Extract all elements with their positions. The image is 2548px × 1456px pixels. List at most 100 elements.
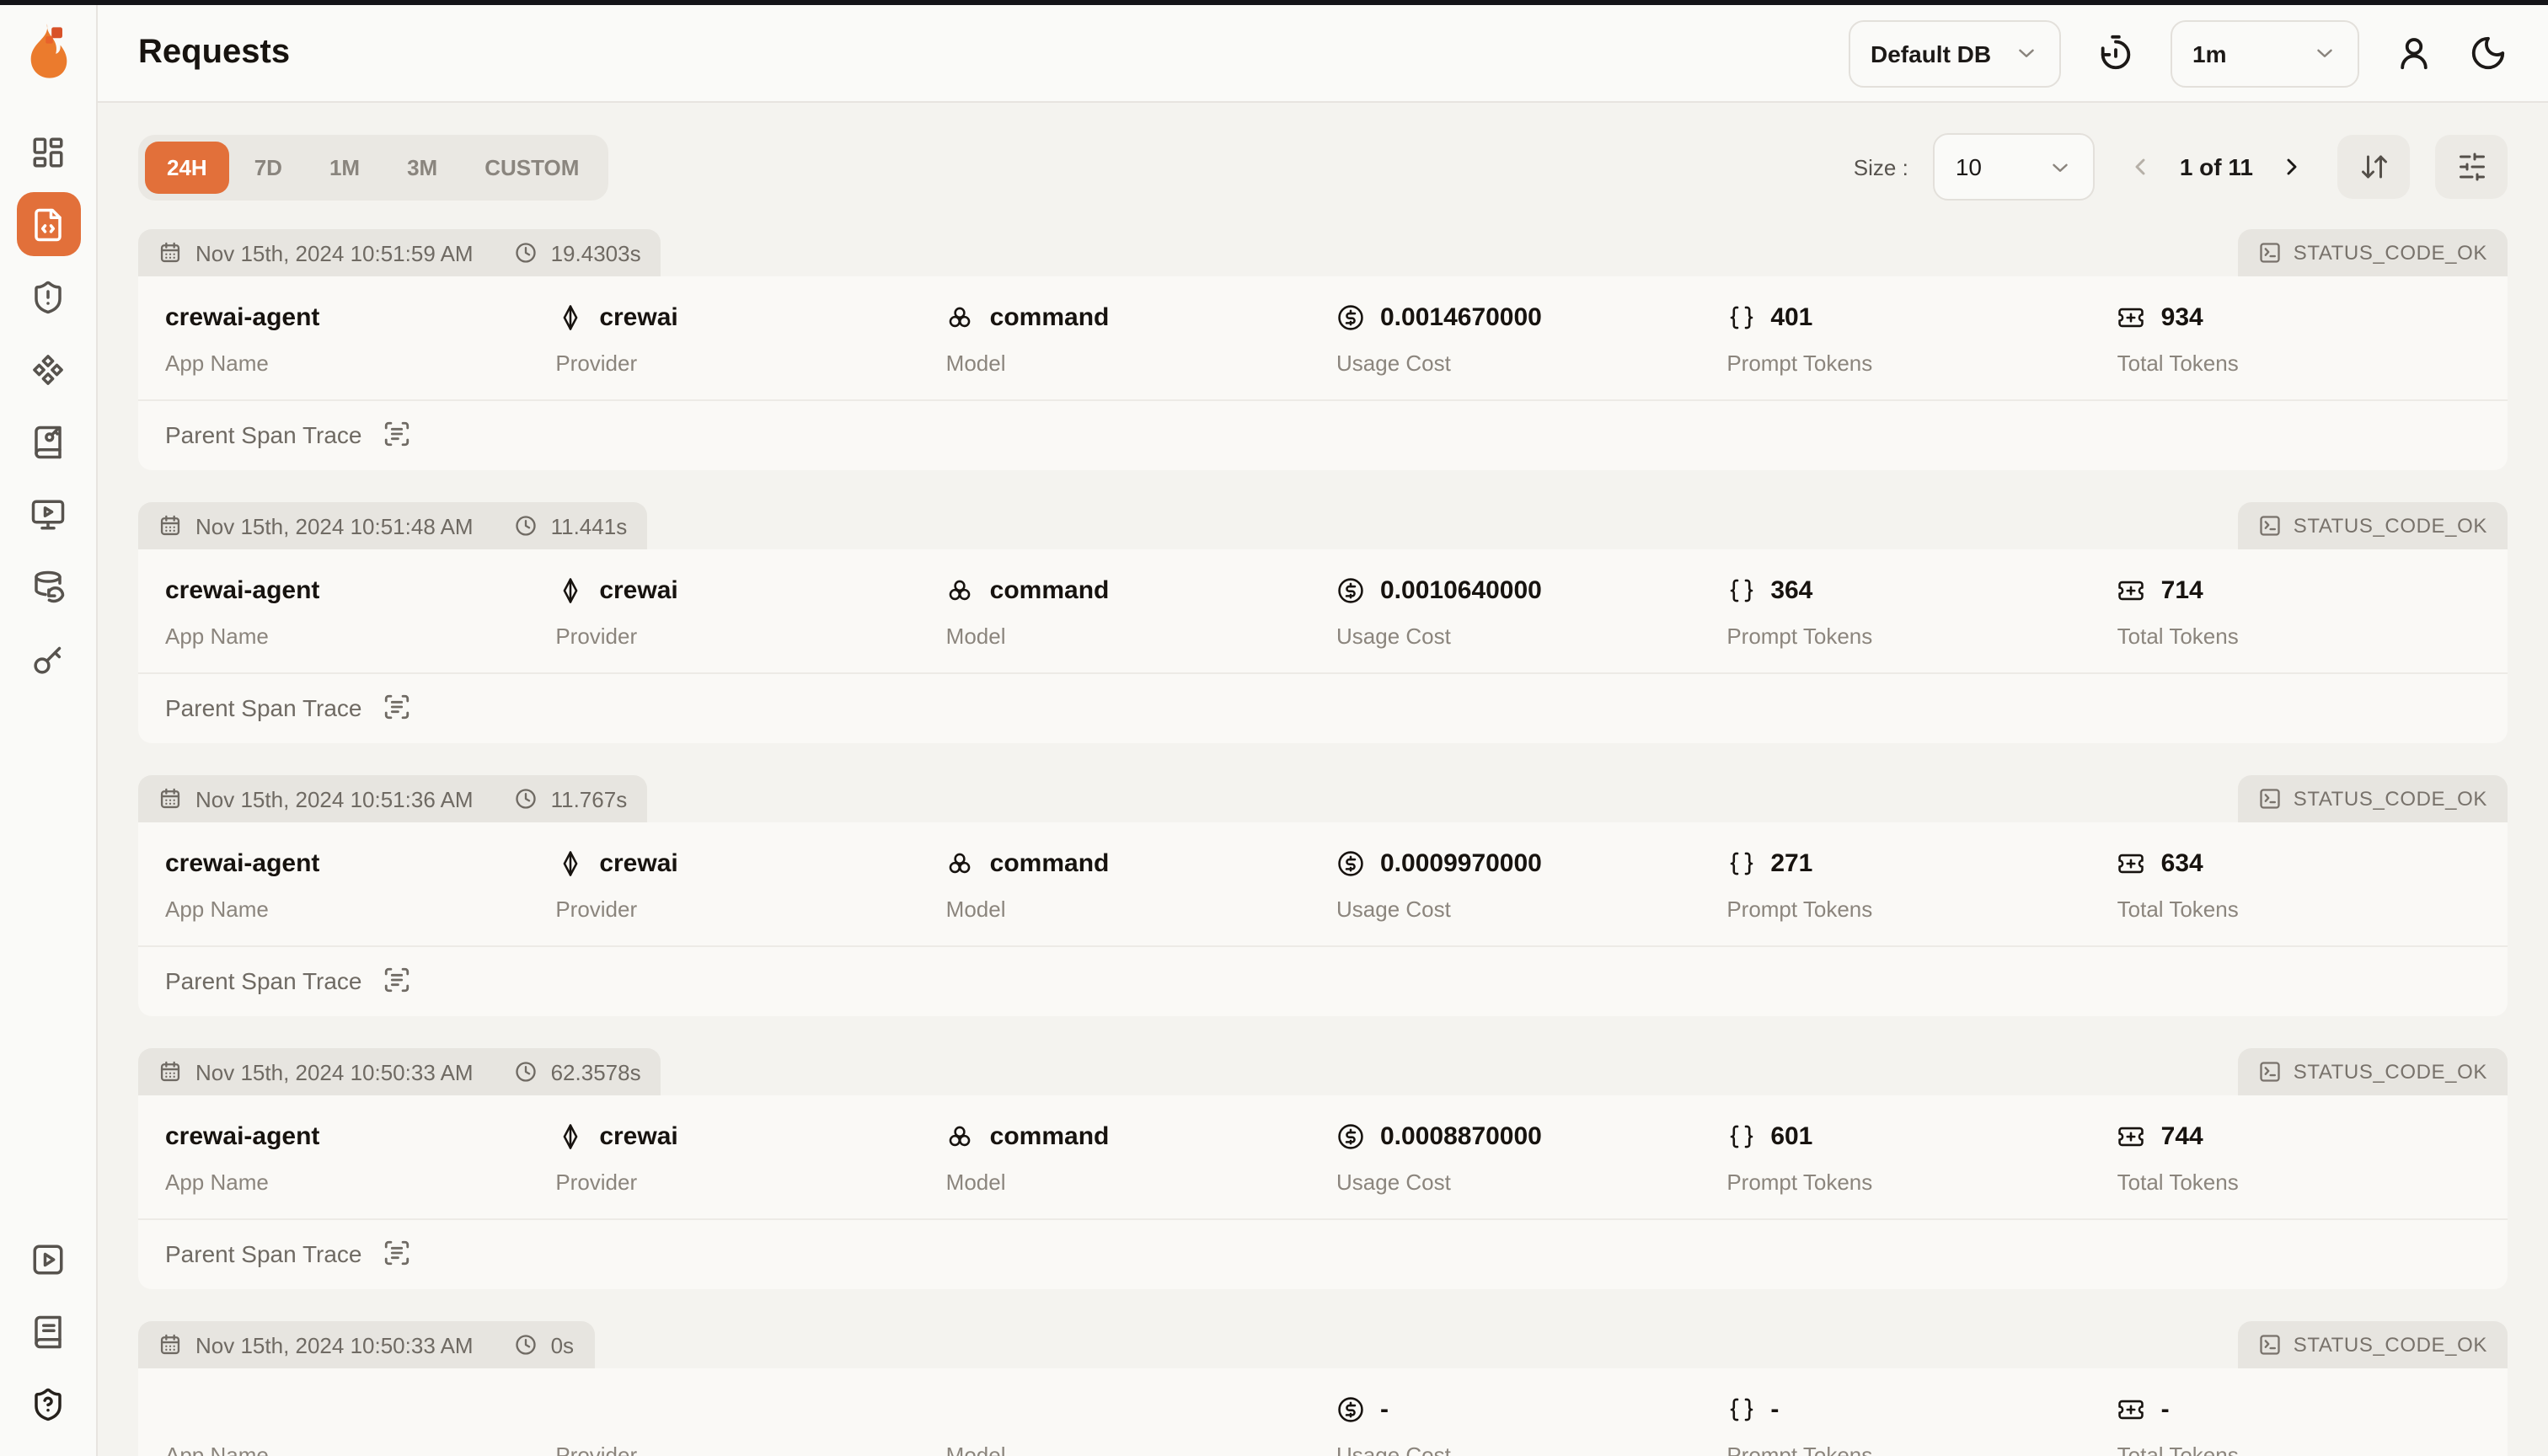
moon-icon [2471, 36, 2505, 70]
calendar-icon [160, 788, 180, 809]
cell-app-name: crewai-agent App Name [165, 1121, 555, 1195]
page-size-selector[interactable]: 10 [1933, 133, 2096, 201]
key-icon [34, 645, 62, 673]
usage-cost-value: 0.0008870000 [1380, 1121, 1542, 1150]
total-tokens-label: Total Tokens [2117, 897, 2239, 922]
model-value: command [989, 1121, 1110, 1150]
cell-usage-cost: 0.0010640000 Usage Cost [1336, 575, 1726, 649]
sidebar-item-database-config[interactable] [16, 554, 80, 618]
app-name-label: App Name [165, 1443, 269, 1456]
request-summary-row[interactable]: crewai-agent App Name crewai Provider co… [138, 276, 2508, 399]
provider-icon [562, 1123, 577, 1148]
next-page-button[interactable] [2278, 153, 2305, 180]
window-top-edge [0, 0, 2548, 5]
prompt-tokens-label: Prompt Tokens [1726, 1170, 1873, 1195]
provider-value: crewai [599, 302, 678, 331]
previous-page-button[interactable] [2128, 153, 2155, 180]
profile-button[interactable] [2395, 34, 2433, 72]
time-range-tab-3m[interactable]: 3M [407, 154, 438, 179]
chevron-down-icon [2053, 163, 2069, 171]
status-badge-label: STATUS_CODE_OK [2293, 787, 2487, 811]
provider-label: Provider [555, 351, 638, 376]
parent-span-trace-row[interactable]: Parent Span Trace [138, 945, 2508, 1016]
sidebar-item-documentation[interactable] [16, 1299, 80, 1363]
sidebar-item-video-guide[interactable] [16, 1227, 80, 1291]
parent-span-trace-label: Parent Span Trace [165, 420, 362, 447]
sliders-horizontal-icon [2459, 153, 2484, 181]
usage-cost-value: - [1380, 1394, 1389, 1423]
prompt-tokens-label: Prompt Tokens [1726, 624, 1873, 649]
theme-toggle-button[interactable] [2469, 34, 2508, 72]
request-summary-row[interactable]: App Name Provider Model - [138, 1368, 2508, 1456]
sidebar-item-requests[interactable] [16, 192, 80, 256]
request-timestamp: Nov 15th, 2024 10:51:59 AM [195, 240, 474, 265]
refresh-interval-selector[interactable]: 1m [2171, 19, 2359, 87]
calendar-icon [160, 515, 180, 536]
sidebar-item-prompt-hub[interactable] [16, 337, 80, 401]
cell-prompt-tokens: 364 Prompt Tokens [1726, 575, 2117, 649]
page-title: Requests [138, 34, 291, 71]
refresh-timer-button[interactable] [2096, 34, 2135, 72]
total-tokens-value: - [2160, 1394, 2170, 1423]
status-badge: STATUS_CODE_OK [2237, 1321, 2508, 1368]
cell-app-name: crewai-agent App Name [165, 575, 555, 649]
openlit-flame-logo[interactable] [21, 22, 75, 83]
request-summary-row[interactable]: crewai-agent App Name crewai Provider co… [138, 549, 2508, 672]
braces-icon [1729, 1397, 1753, 1421]
request-summary-row[interactable]: crewai-agent App Name crewai Provider co… [138, 822, 2508, 945]
total-tokens-value: 634 [2160, 848, 2203, 877]
sidebar-item-api-keys[interactable] [16, 627, 80, 691]
scan-text-icon [384, 694, 409, 720]
request-list[interactable]: Nov 15th, 2024 10:51:59 AM 19.4303s STAT… [138, 229, 2508, 1456]
parent-span-trace-label: Parent Span Trace [165, 693, 362, 720]
cell-total-tokens: 714 Total Tokens [2117, 575, 2508, 649]
app-name-value: crewai-agent [165, 575, 320, 604]
filter-button[interactable] [2435, 135, 2508, 199]
total-tokens-label: Total Tokens [2117, 351, 2239, 376]
model-label: Model [945, 1170, 1006, 1195]
braces-icon [1729, 578, 1753, 602]
time-range-tab-24h[interactable]: 24H [145, 141, 229, 193]
request-summary-row[interactable]: crewai-agent App Name crewai Provider co… [138, 1095, 2508, 1218]
parent-span-trace-row[interactable]: Parent Span Trace [138, 399, 2508, 470]
sort-button[interactable] [2337, 135, 2410, 199]
terminal-icon [2260, 516, 2280, 536]
prompt-tokens-label: Prompt Tokens [1726, 897, 1873, 922]
usage-cost-label: Usage Cost [1336, 351, 1451, 376]
usage-cost-label: Usage Cost [1336, 1170, 1451, 1195]
braces-icon [1729, 1124, 1753, 1148]
parent-span-trace-row[interactable]: Parent Span Trace [138, 1218, 2508, 1289]
page-indicator: 1 of 11 [2179, 153, 2253, 180]
circle-dollar-icon [1338, 577, 1363, 602]
parent-span-trace-label: Parent Span Trace [165, 966, 362, 993]
provider-label: Provider [555, 624, 638, 649]
dashboard-grid-icon [33, 136, 63, 167]
database-selector[interactable]: Default DB [1849, 19, 2061, 87]
cell-app-name: crewai-agent App Name [165, 848, 555, 922]
calendar-icon [160, 242, 180, 263]
cell-prompt-tokens: 271 Prompt Tokens [1726, 848, 2117, 922]
request-duration: 19.4303s [550, 240, 641, 265]
sidebar-item-dashboard[interactable] [16, 120, 80, 184]
model-label: Model [945, 897, 1006, 922]
clock-icon [515, 789, 536, 809]
sidebar-item-exceptions[interactable] [16, 265, 80, 329]
time-range-tab-7d[interactable]: 7D [254, 154, 282, 179]
time-range-tab-1m[interactable]: 1M [329, 154, 361, 179]
sidebar-item-vault[interactable] [16, 410, 80, 474]
status-badge-label: STATUS_CODE_OK [2293, 1333, 2487, 1357]
terminal-icon [2260, 1062, 2280, 1082]
app-name-label: App Name [165, 351, 269, 376]
main-content: 24H 7D 1M 3M CUSTOM Size : 10 1 of 11 [98, 103, 2548, 1456]
ticket-plus-icon [2118, 580, 2144, 600]
braces-icon [1729, 305, 1753, 329]
sidebar-item-support[interactable] [16, 1372, 80, 1436]
sidebar-item-openground[interactable] [16, 482, 80, 546]
model-icon [950, 852, 971, 873]
provider-value: crewai [599, 575, 678, 604]
total-tokens-label: Total Tokens [2117, 1443, 2239, 1456]
time-range-tab-custom[interactable]: CUSTOM [484, 154, 580, 179]
parent-span-trace-row[interactable]: Parent Span Trace [138, 672, 2508, 743]
circle-dollar-icon [1338, 304, 1363, 329]
provider-icon [562, 304, 577, 329]
